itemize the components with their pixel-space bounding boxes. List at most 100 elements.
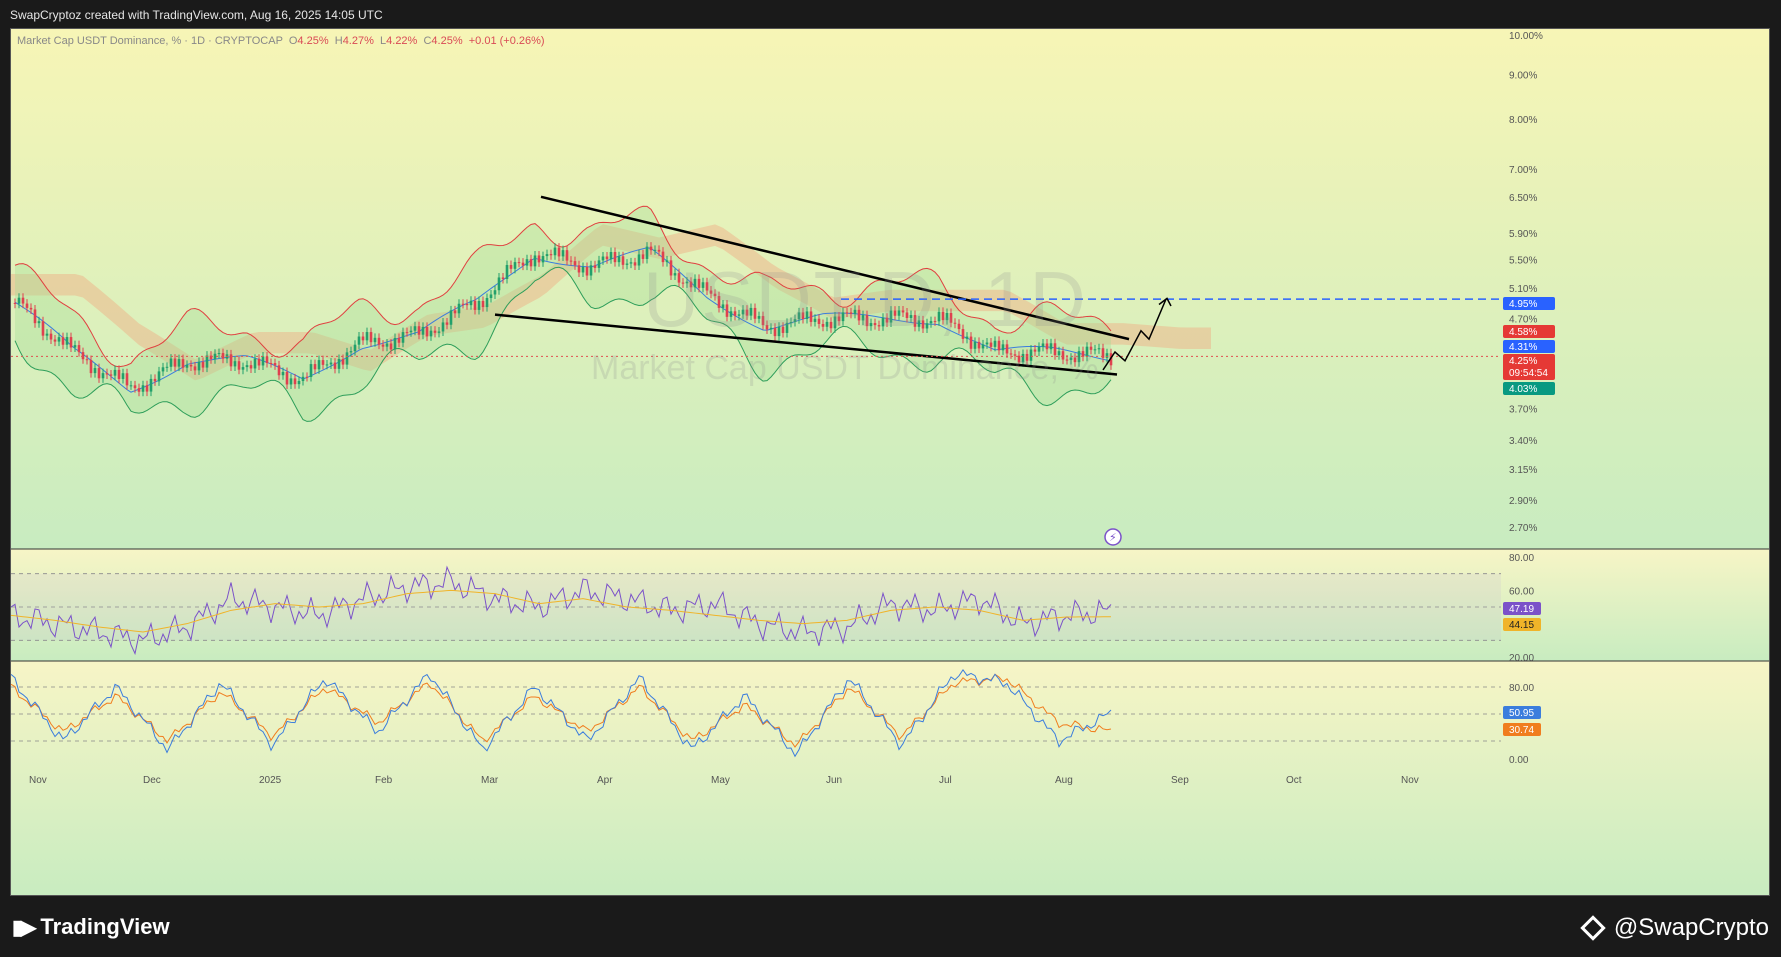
y-tick-label: 5.90% bbox=[1509, 229, 1537, 240]
price-tag-label: 4.95% bbox=[1509, 299, 1537, 310]
candle-body bbox=[261, 356, 265, 366]
candle-body bbox=[89, 359, 93, 374]
legend-l-label: L bbox=[380, 35, 387, 47]
y-tick-label: 6.50% bbox=[1509, 193, 1537, 204]
candle-body bbox=[53, 339, 57, 342]
candle-body bbox=[593, 265, 597, 268]
candle-body bbox=[545, 254, 549, 257]
candle-body bbox=[437, 331, 441, 333]
candle-body bbox=[977, 341, 981, 349]
y-tick-label: 10.00% bbox=[1509, 31, 1543, 42]
candle-body bbox=[945, 312, 949, 321]
chart-svg[interactable]: ⚡ 80.00 60.00 20.00 47.19 44.15 80.00 0.00 50.… bbox=[11, 29, 1770, 896]
candle-body bbox=[233, 361, 237, 367]
candle-body bbox=[1065, 359, 1069, 361]
candle-body bbox=[309, 364, 313, 377]
y-tick-label: 5.50% bbox=[1509, 256, 1537, 267]
candle-body bbox=[821, 323, 825, 327]
candle-body bbox=[709, 290, 713, 294]
candle-body bbox=[485, 298, 489, 308]
candle-body bbox=[997, 340, 1001, 351]
candle-body bbox=[581, 266, 585, 273]
candle-body bbox=[561, 250, 565, 257]
candle-body bbox=[809, 311, 813, 322]
candle-body bbox=[1081, 351, 1085, 357]
candle-body bbox=[681, 282, 685, 284]
chart-frame[interactable]: ⚡ 80.00 60.00 20.00 47.19 44.15 80.00 0.00 50.… bbox=[10, 28, 1770, 896]
candle-body bbox=[513, 262, 517, 269]
candle-body bbox=[1053, 343, 1057, 356]
candle-body bbox=[245, 365, 249, 368]
candle-body bbox=[257, 358, 261, 366]
lightning-glyph: ⚡ bbox=[1109, 531, 1117, 544]
tradingview-logo[interactable]: ▮▶ TradingView bbox=[12, 914, 170, 940]
candle-body bbox=[1105, 353, 1109, 358]
candle-body bbox=[13, 302, 17, 304]
candle-body bbox=[29, 307, 33, 310]
candle-body bbox=[413, 326, 417, 331]
ichimoku-cloud bbox=[11, 224, 1211, 381]
candle-body bbox=[957, 323, 961, 330]
y-tick-label: 2.70% bbox=[1509, 523, 1537, 534]
candle-body bbox=[825, 321, 829, 327]
swapcrypto-logo: @SwapCrypto bbox=[1580, 914, 1769, 942]
candle-body bbox=[669, 260, 673, 276]
candle-body bbox=[405, 332, 409, 334]
candle-body bbox=[401, 332, 405, 343]
candle-body bbox=[509, 264, 513, 269]
candle-body bbox=[773, 327, 777, 337]
candle-body bbox=[541, 256, 545, 263]
candle-body bbox=[813, 318, 817, 322]
price-tag-label: 4.03% bbox=[1509, 384, 1537, 395]
price-tag bbox=[1503, 325, 1555, 338]
diamond-logo-icon bbox=[1580, 915, 1606, 941]
candle-body bbox=[249, 365, 253, 369]
candle-body bbox=[521, 262, 525, 266]
candle-body bbox=[33, 309, 37, 324]
candle-body bbox=[1049, 343, 1053, 350]
candle-body bbox=[501, 277, 505, 279]
candle-body bbox=[1077, 351, 1081, 363]
candle-body bbox=[493, 290, 497, 295]
candle-body bbox=[841, 312, 845, 322]
candle-body bbox=[985, 342, 989, 345]
candle-body bbox=[857, 309, 861, 321]
candle-body bbox=[425, 326, 429, 337]
candle-body bbox=[345, 352, 349, 365]
rsi-pane-bg bbox=[11, 549, 1769, 661]
rsi-ma-line bbox=[11, 589, 1112, 633]
candle-body bbox=[505, 264, 509, 279]
candle-body bbox=[1017, 355, 1021, 363]
candle-body bbox=[937, 311, 941, 322]
candle-body bbox=[297, 381, 301, 385]
rsi-value-label: 44.15 bbox=[1509, 620, 1534, 631]
candle-body bbox=[1073, 357, 1077, 363]
candle-body bbox=[97, 368, 101, 379]
candle-body bbox=[649, 246, 653, 251]
candle-body bbox=[869, 323, 873, 327]
candle-body bbox=[41, 321, 45, 336]
candle-body bbox=[45, 333, 49, 336]
candle-body bbox=[1101, 348, 1105, 358]
candle-body bbox=[217, 353, 221, 355]
candle-body bbox=[461, 303, 465, 305]
candle-body bbox=[329, 362, 333, 365]
candle-body bbox=[661, 251, 665, 263]
projection-path bbox=[1102, 298, 1167, 371]
candle-body bbox=[457, 303, 461, 314]
candle-body bbox=[1069, 357, 1073, 361]
candle-body bbox=[445, 322, 449, 325]
lightning-icon bbox=[1104, 528, 1122, 546]
price-pane-bg bbox=[11, 29, 1769, 549]
candle-body bbox=[657, 249, 661, 252]
candle-body bbox=[613, 252, 617, 263]
upper-trendline bbox=[540, 195, 1130, 341]
candle-body bbox=[301, 376, 305, 382]
price-pane: ⚡ bbox=[11, 195, 1501, 546]
candle-body bbox=[197, 361, 201, 371]
candle-body bbox=[441, 322, 445, 332]
price-tag-label: 4.58% bbox=[1509, 327, 1537, 338]
stoch-pane-bg bbox=[11, 661, 1769, 895]
candle-body bbox=[317, 360, 321, 370]
candle-body bbox=[1021, 353, 1025, 363]
